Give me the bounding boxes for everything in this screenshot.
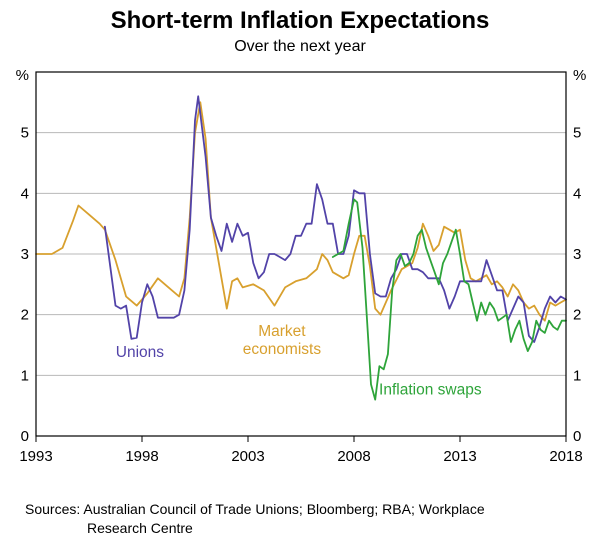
series-label-inflation-swaps: Inflation swaps: [379, 382, 482, 399]
x-tick-label-1998: 1998: [125, 448, 158, 465]
y-tick-right-5: 5: [573, 125, 581, 142]
y-tick-left-1: 1: [21, 367, 29, 384]
y-tick-left-2: 2: [21, 307, 29, 324]
chart-title: Short-term Inflation Expectations: [110, 7, 490, 34]
unit-label-right: %: [573, 67, 586, 84]
x-tick-label-1993: 1993: [19, 448, 52, 465]
x-tick-label-2008: 2008: [337, 448, 370, 465]
y-tick-left-5: 5: [21, 125, 29, 142]
sources-note: Sources: Australian Council of Trade Uni…: [0, 500, 600, 538]
x-tick-label-2013: 2013: [443, 448, 476, 465]
inflation-expectations-chart: 0 0 1 1 2 2 3 3 4 4 5 5% % 1993 1998 2003 2008 2013 2018 Un…: [16, 67, 587, 465]
series-line-market-economists: [35, 101, 567, 322]
y-tick-right-3: 3: [573, 246, 581, 263]
plot-frame: [35, 71, 567, 437]
x-tick-label-2018: 2018: [549, 448, 582, 465]
unit-label-left: %: [16, 67, 29, 84]
x-tick-label-2003: 2003: [231, 448, 264, 465]
series-label-unions: Unions: [116, 344, 164, 361]
series-line-inflation-swaps: [331, 198, 567, 401]
y-tick-right-2: 2: [573, 307, 581, 324]
y-tick-left-0: 0: [21, 428, 29, 445]
sources-line1: Sources: Australian Council of Trade Uni…: [25, 501, 485, 517]
chart-subtitle: Over the next year: [234, 38, 366, 55]
y-tick-right-1: 1: [573, 367, 581, 384]
sources-line2: Research Centre: [87, 520, 193, 536]
y-tick-right-0: 0: [573, 428, 581, 445]
series-label-market-economists: Market economists: [243, 323, 322, 358]
y-tick-left-4: 4: [21, 185, 29, 202]
y-tick-left-3: 3: [21, 246, 29, 263]
y-tick-right-4: 4: [573, 185, 581, 202]
